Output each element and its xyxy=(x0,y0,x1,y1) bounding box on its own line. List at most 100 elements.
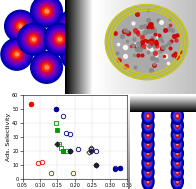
Circle shape xyxy=(66,20,79,33)
Circle shape xyxy=(177,125,178,126)
Circle shape xyxy=(173,110,181,122)
Circle shape xyxy=(46,26,73,53)
Circle shape xyxy=(171,173,183,189)
Circle shape xyxy=(68,22,77,30)
Circle shape xyxy=(142,117,154,134)
Circle shape xyxy=(13,50,21,58)
Circle shape xyxy=(176,161,178,164)
Circle shape xyxy=(142,108,154,124)
Circle shape xyxy=(40,61,53,74)
Circle shape xyxy=(57,10,88,42)
Circle shape xyxy=(44,9,49,14)
Circle shape xyxy=(59,13,86,40)
Circle shape xyxy=(175,160,179,166)
Circle shape xyxy=(175,132,179,138)
Circle shape xyxy=(65,43,87,66)
Circle shape xyxy=(174,140,180,148)
Circle shape xyxy=(147,133,149,136)
Circle shape xyxy=(70,48,83,61)
Circle shape xyxy=(145,159,151,167)
Circle shape xyxy=(20,26,47,53)
Circle shape xyxy=(171,108,183,124)
Circle shape xyxy=(31,0,62,27)
Circle shape xyxy=(146,179,150,184)
Circle shape xyxy=(29,35,38,43)
Circle shape xyxy=(3,41,30,68)
Circle shape xyxy=(146,160,150,166)
Circle shape xyxy=(143,118,153,132)
Circle shape xyxy=(5,43,28,66)
Circle shape xyxy=(143,165,153,179)
Circle shape xyxy=(20,25,21,27)
Circle shape xyxy=(171,164,183,180)
Circle shape xyxy=(174,131,180,139)
Circle shape xyxy=(64,17,82,35)
Circle shape xyxy=(177,172,178,173)
Circle shape xyxy=(177,153,178,154)
Circle shape xyxy=(72,50,81,58)
Circle shape xyxy=(143,174,153,189)
Circle shape xyxy=(25,30,42,48)
Circle shape xyxy=(177,134,178,135)
Circle shape xyxy=(171,126,183,143)
Circle shape xyxy=(176,143,178,146)
Circle shape xyxy=(174,177,180,186)
Circle shape xyxy=(147,171,149,174)
Circle shape xyxy=(176,133,178,136)
Circle shape xyxy=(48,28,71,50)
Circle shape xyxy=(57,37,62,42)
Circle shape xyxy=(171,154,183,171)
Circle shape xyxy=(176,124,178,127)
Circle shape xyxy=(147,124,149,127)
Circle shape xyxy=(31,51,62,83)
Circle shape xyxy=(27,33,40,46)
Circle shape xyxy=(142,164,154,180)
Circle shape xyxy=(55,35,64,43)
Circle shape xyxy=(75,53,77,55)
Circle shape xyxy=(146,113,150,119)
Circle shape xyxy=(172,146,182,160)
Circle shape xyxy=(147,161,149,164)
Circle shape xyxy=(144,129,152,140)
Circle shape xyxy=(38,58,55,76)
Circle shape xyxy=(53,33,66,46)
Circle shape xyxy=(174,168,180,176)
Circle shape xyxy=(33,54,60,81)
Circle shape xyxy=(175,169,179,175)
Circle shape xyxy=(175,113,179,119)
Circle shape xyxy=(176,171,178,174)
Circle shape xyxy=(61,15,84,37)
Circle shape xyxy=(61,38,92,70)
Circle shape xyxy=(35,0,58,22)
Circle shape xyxy=(146,151,150,156)
Circle shape xyxy=(173,157,181,168)
Circle shape xyxy=(172,137,182,151)
Circle shape xyxy=(72,25,74,27)
Circle shape xyxy=(144,148,152,159)
Circle shape xyxy=(105,5,188,80)
Circle shape xyxy=(18,24,23,29)
Circle shape xyxy=(145,121,151,130)
Circle shape xyxy=(177,181,178,182)
Circle shape xyxy=(18,23,49,55)
Circle shape xyxy=(63,41,90,68)
Circle shape xyxy=(177,143,178,145)
Circle shape xyxy=(172,156,182,170)
Circle shape xyxy=(145,149,151,158)
Circle shape xyxy=(177,162,178,163)
Circle shape xyxy=(146,141,150,147)
Circle shape xyxy=(144,120,152,131)
Circle shape xyxy=(145,168,151,176)
Circle shape xyxy=(174,112,180,120)
Circle shape xyxy=(143,156,153,170)
Circle shape xyxy=(42,7,51,15)
Circle shape xyxy=(171,136,183,153)
Circle shape xyxy=(142,173,154,189)
Circle shape xyxy=(171,145,183,162)
Circle shape xyxy=(143,146,153,160)
Circle shape xyxy=(143,137,153,151)
Circle shape xyxy=(16,53,18,55)
Circle shape xyxy=(10,48,23,61)
Circle shape xyxy=(147,180,149,183)
Circle shape xyxy=(173,176,181,187)
